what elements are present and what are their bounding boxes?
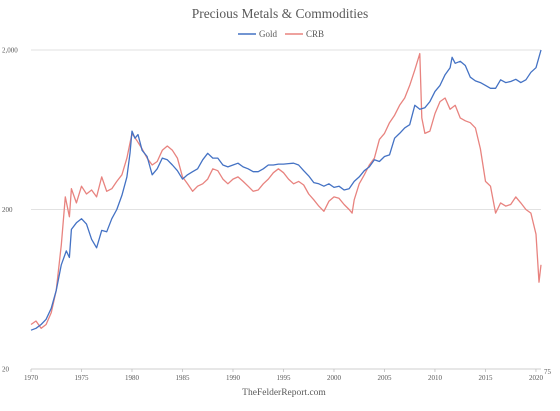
- y-axis-ticks: 20 200 2,000: [2, 47, 18, 374]
- x-tick-label: 2005: [377, 374, 392, 382]
- x-tick-label: 2015: [478, 374, 493, 382]
- x-axis-ticks: 1970 1975 1980 1985 1990 1995 2000 2005 2010 2015…: [24, 369, 543, 382]
- right-axis-label: 75: [544, 368, 552, 376]
- x-tick-label: 2010: [428, 374, 443, 382]
- legend: Gold CRB: [238, 29, 324, 39]
- series-lines: [30, 49, 542, 331]
- series-line-crb: [30, 52, 542, 329]
- x-tick-label: 1980: [125, 374, 140, 382]
- y-tick-label: 200: [2, 206, 13, 214]
- x-tick-label: 1995: [276, 374, 291, 382]
- legend-label-gold: Gold: [259, 29, 278, 39]
- source-label: TheFelderReport.com: [242, 388, 326, 398]
- x-tick-label: 2020: [529, 374, 544, 382]
- y-tick-label: 20: [2, 366, 10, 374]
- x-tick-label: 1985: [175, 374, 190, 382]
- series-line-gold: [30, 49, 542, 331]
- chart-title: Precious Metals & Commodities: [192, 6, 369, 21]
- x-tick-label: 2000: [327, 374, 342, 382]
- legend-label-crb: CRB: [306, 29, 324, 39]
- x-tick-label: 1975: [74, 374, 89, 382]
- x-tick-label: 1990: [226, 374, 241, 382]
- gridlines: [31, 49, 541, 370]
- x-tick-label: 1970: [24, 374, 39, 382]
- y-tick-label: 2,000: [2, 47, 18, 55]
